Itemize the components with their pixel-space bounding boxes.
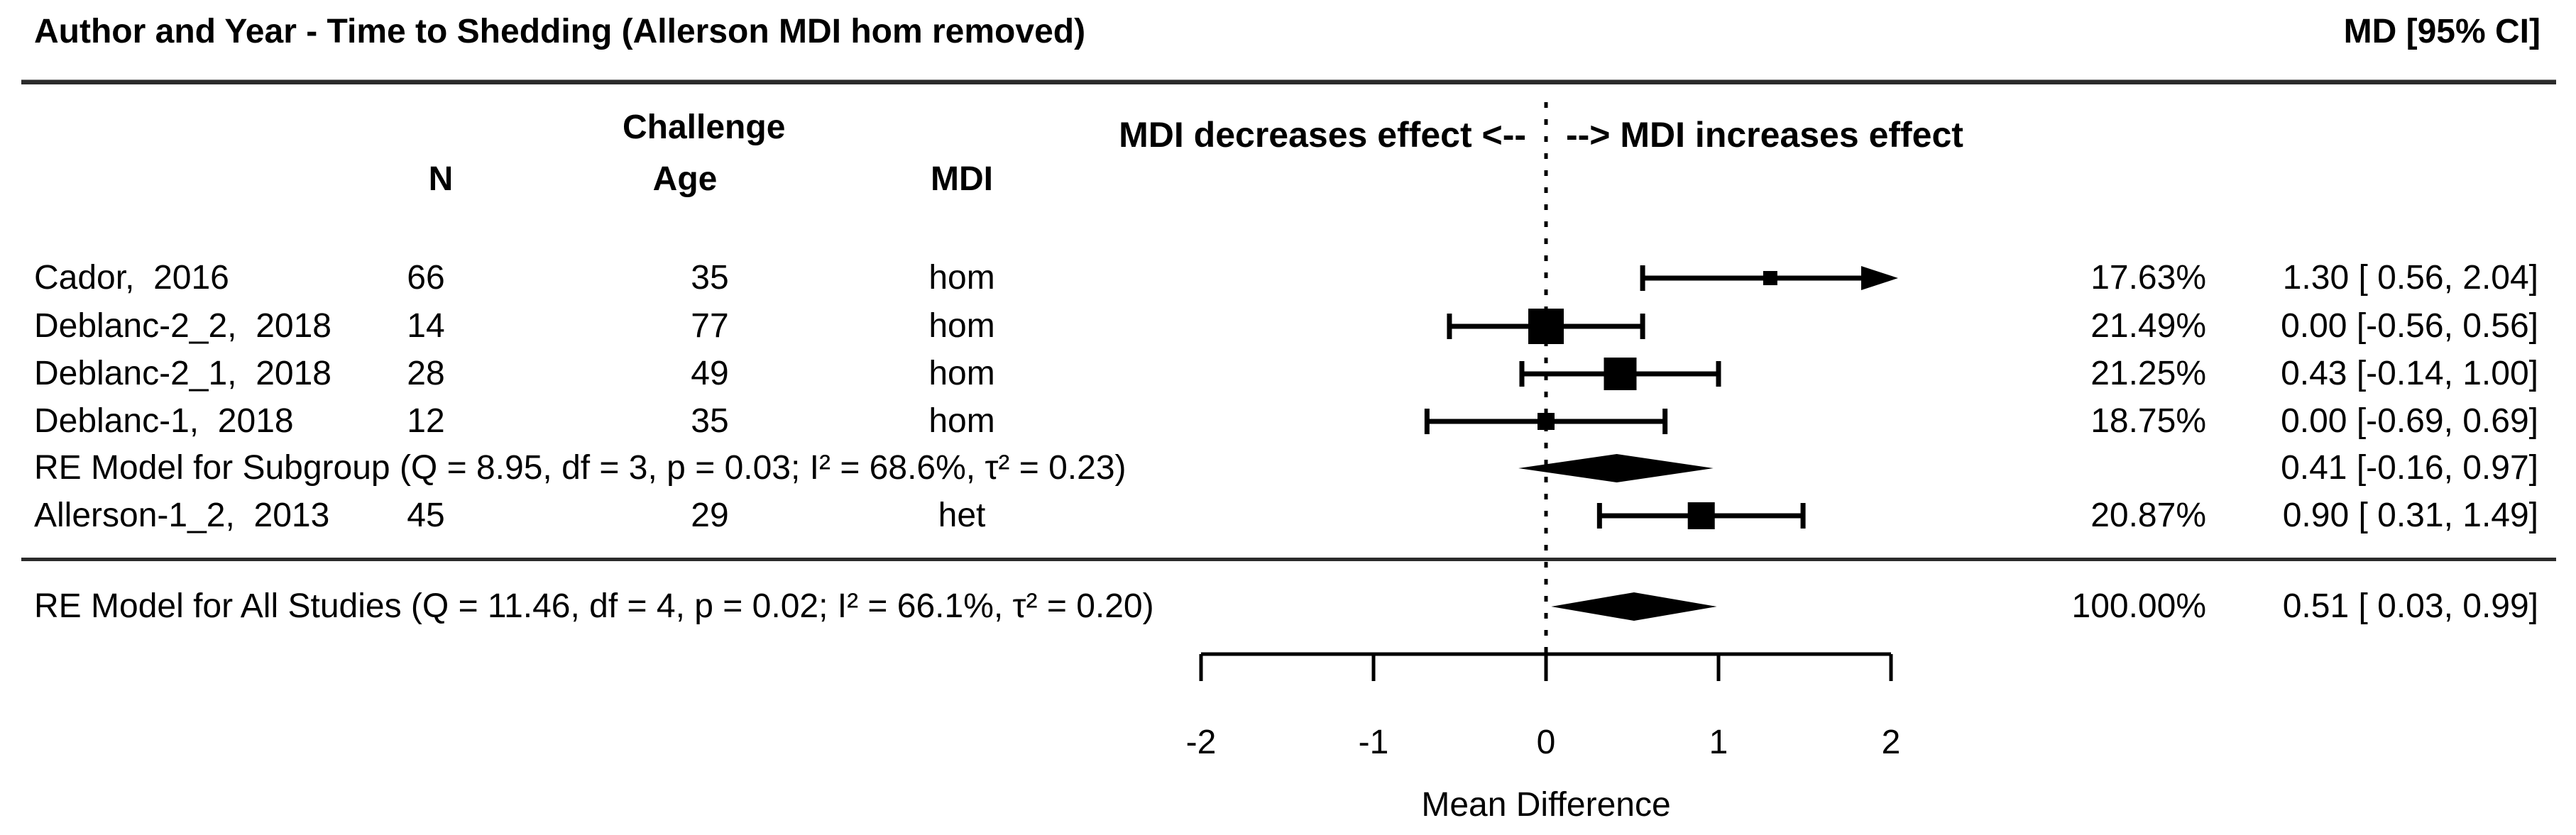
study-label: Deblanc-2_2, 2018 bbox=[34, 307, 331, 345]
x-tick-label: 2 bbox=[1882, 724, 1901, 761]
column-header-age: Age bbox=[652, 160, 718, 198]
table-row: Allerson-1_2, 2013 45 29 het 20.87% 0.90… bbox=[0, 496, 2576, 536]
summary-diamond bbox=[1518, 454, 1714, 482]
mdi-value: hom bbox=[928, 355, 995, 392]
x-axis-title: Mean Difference bbox=[1421, 786, 1670, 824]
estimate-value: 1.30 [ 0.56, 2.04] bbox=[2282, 259, 2538, 297]
weight-value: 18.75% bbox=[2090, 402, 2206, 440]
direction-label-left: MDI decreases effect <-- bbox=[1119, 115, 1526, 155]
table-row: Deblanc-1, 2018 12 35 hom 18.75% 0.00 [-… bbox=[0, 402, 2576, 441]
summary-divider bbox=[21, 558, 2556, 561]
study-label: Deblanc-2_1, 2018 bbox=[34, 355, 331, 392]
table-row-summary: RE Model for Subgroup (Q = 8.95, df = 3,… bbox=[0, 448, 2576, 488]
n-value: 66 bbox=[407, 259, 445, 297]
header-divider bbox=[21, 79, 2556, 84]
study-label: Deblanc-1, 2018 bbox=[34, 402, 294, 440]
column-header-n: N bbox=[428, 160, 454, 198]
mdi-value: hom bbox=[928, 307, 995, 345]
direction-label-right: --> MDI increases effect bbox=[1566, 115, 1963, 155]
table-row: Deblanc-2_1, 2018 28 49 hom 21.25% 0.43 … bbox=[0, 354, 2576, 394]
point-estimate-square bbox=[1763, 271, 1777, 285]
page-title: Author and Year - Time to Shedding (Alle… bbox=[34, 13, 1086, 50]
weight-value: 100.00% bbox=[2071, 587, 2207, 625]
n-value: 45 bbox=[407, 497, 445, 534]
table-row: Cador, 2016 66 35 hom 17.63% 1.30 [ 0.56… bbox=[0, 258, 2576, 298]
x-tick-label: -1 bbox=[1359, 724, 1389, 761]
table-row-summary: RE Model for All Studies (Q = 11.46, df … bbox=[0, 587, 2576, 626]
age-value: 49 bbox=[691, 355, 729, 392]
column-header-challenge: Challenge bbox=[623, 109, 786, 146]
estimate-value: 0.51 [ 0.03, 0.99] bbox=[2282, 587, 2538, 625]
weight-value: 21.49% bbox=[2090, 307, 2206, 345]
weight-value: 17.63% bbox=[2090, 259, 2206, 297]
estimate-value: 0.43 [-0.14, 1.00] bbox=[2281, 355, 2538, 392]
age-value: 77 bbox=[691, 307, 729, 345]
summary-diamond bbox=[1551, 592, 1717, 621]
estimate-value: 0.00 [-0.56, 0.56] bbox=[2281, 307, 2538, 345]
column-header-mdi: MDI bbox=[931, 160, 993, 198]
mdi-value: hom bbox=[928, 259, 995, 297]
mdi-value: het bbox=[938, 497, 986, 534]
x-tick-label: 1 bbox=[1709, 724, 1728, 761]
n-value: 14 bbox=[407, 307, 445, 345]
x-tick-label: -2 bbox=[1186, 724, 1217, 761]
mdi-value: hom bbox=[928, 402, 995, 440]
x-tick-label: 0 bbox=[1537, 724, 1556, 761]
estimate-value: 0.90 [ 0.31, 1.49] bbox=[2282, 497, 2538, 534]
n-value: 28 bbox=[407, 355, 445, 392]
ci-arrow-right bbox=[1861, 266, 1898, 290]
weight-value: 21.25% bbox=[2090, 355, 2206, 392]
study-label: Cador, 2016 bbox=[34, 259, 229, 297]
summary-label: RE Model for Subgroup (Q = 8.95, df = 3,… bbox=[34, 449, 1127, 487]
point-estimate-square bbox=[1528, 309, 1564, 344]
point-estimate-square bbox=[1538, 413, 1555, 430]
estimate-value: 0.00 [-0.69, 0.69] bbox=[2281, 402, 2538, 440]
age-value: 35 bbox=[691, 402, 729, 440]
age-value: 35 bbox=[691, 259, 729, 297]
point-estimate-square bbox=[1604, 358, 1637, 390]
summary-label: RE Model for All Studies (Q = 11.46, df … bbox=[34, 587, 1154, 625]
table-row: Deblanc-2_2, 2018 14 77 hom 21.49% 0.00 … bbox=[0, 306, 2576, 346]
effect-measure-header: MD [95% CI] bbox=[2343, 13, 2541, 50]
weight-value: 20.87% bbox=[2090, 497, 2206, 534]
estimate-value: 0.41 [-0.16, 0.97] bbox=[2281, 449, 2538, 487]
study-label: Allerson-1_2, 2013 bbox=[34, 497, 330, 534]
n-value: 12 bbox=[407, 402, 445, 440]
age-value: 29 bbox=[691, 497, 729, 534]
point-estimate-square bbox=[1687, 502, 1715, 529]
